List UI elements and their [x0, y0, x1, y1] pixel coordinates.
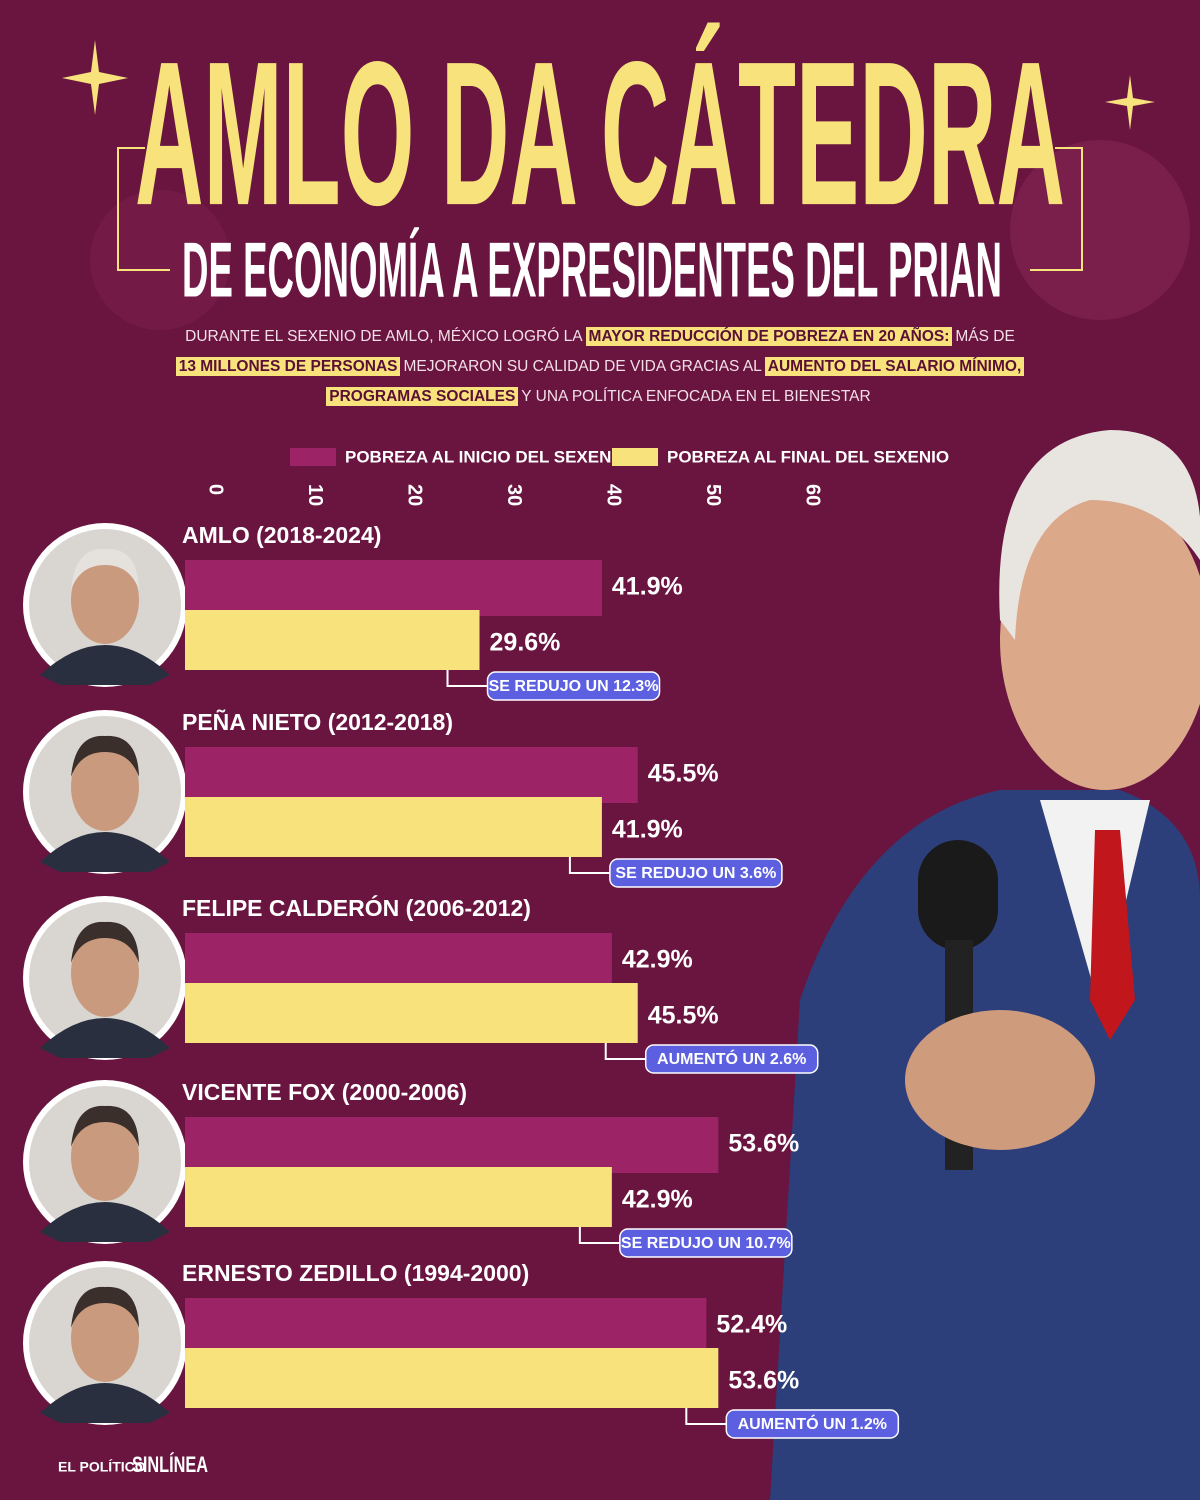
connector — [578, 1227, 620, 1244]
value-label: 45.5% — [648, 760, 719, 788]
portrait-body — [40, 645, 170, 685]
x-tick-label: 40 — [603, 484, 625, 506]
connector — [568, 857, 610, 874]
bg-decor — [1010, 140, 1190, 320]
value-label: 42.9% — [622, 946, 693, 974]
star — [62, 40, 1155, 130]
highlight-text: 13 MILLONES DE PERSONAS — [175, 357, 401, 376]
value-label: 53.6% — [728, 1130, 799, 1158]
value-label: 29.6% — [490, 629, 561, 657]
annotation: SE REDUJO UN 12.3% — [489, 678, 659, 695]
bar — [185, 747, 638, 803]
category-label: VICENTE FOX (2000-2006) — [182, 1079, 467, 1105]
description-line: PROGRAMAS SOCIALES Y UNA POLÍTICA ENFOCAD… — [100, 382, 1100, 412]
portrait-face — [71, 556, 139, 644]
subtitle: DE ECONOMÍA A EXPRESIDENTES DEL PRIAN — [182, 226, 1002, 314]
portrait-body — [40, 1018, 170, 1058]
highlight-text: PROGRAMAS SOCIALES — [326, 387, 519, 406]
annotation-pill — [619, 1228, 793, 1258]
bar — [185, 933, 612, 989]
text: DURANTE EL SEXENIO DE AMLO, MÉXICO LOGRÓ… — [185, 328, 583, 345]
x-tick-label: 10 — [304, 484, 326, 506]
bar — [185, 610, 480, 670]
annotation: AUMENTÓ UN 2.6% — [657, 1049, 806, 1068]
bar — [185, 1167, 612, 1227]
bg-decor — [90, 190, 230, 330]
value-label: 45.5% — [648, 1002, 719, 1030]
x-tick-label: 50 — [702, 484, 724, 506]
text: MÁS DE — [955, 328, 1015, 345]
x-tick-label: 0 — [205, 484, 227, 495]
bar — [185, 983, 638, 1043]
description-line: 13 MILLONES DE PERSONAS MEJORARON SU CALI… — [100, 352, 1100, 382]
bar — [185, 1298, 707, 1354]
portrait-hair — [71, 921, 139, 963]
bar — [185, 1117, 719, 1173]
annotation: AUMENTÓ UN 1.2% — [738, 1414, 887, 1433]
portrait-face — [71, 929, 139, 1017]
connector — [604, 1043, 646, 1060]
x-tick-label: 60 — [802, 484, 824, 506]
bar — [185, 560, 602, 616]
annotation-pill — [486, 671, 661, 701]
annotation: SE REDUJO UN 3.6% — [615, 865, 776, 882]
highlight-text: MAYOR REDUCCIÓN DE POBREZA EN 20 AÑOS: — [585, 327, 953, 346]
value-label: 41.9% — [612, 816, 683, 844]
legend-label: POBREZA AL INICIO DEL SEXENIO — [345, 447, 629, 466]
portrait-hair — [71, 1286, 139, 1328]
x-tick-label: 20 — [404, 484, 426, 506]
portrait-hair — [71, 1105, 139, 1147]
portrait-hair — [71, 735, 139, 777]
category-label: AMLO (2018-2024) — [182, 522, 381, 548]
text: MEJORARON SU CALIDAD DE VIDA GRACIAS AL — [403, 358, 762, 375]
logo: SINLÍNEA — [132, 1452, 208, 1477]
portrait-face — [71, 1294, 139, 1382]
annotation: SE REDUJO UN 10.7% — [621, 1235, 791, 1252]
annotation-pill — [725, 1409, 900, 1439]
value-label: 53.6% — [728, 1367, 799, 1395]
portrait-hair — [71, 548, 139, 590]
legend-label: POBREZA AL FINAL DEL SEXENIO — [667, 447, 949, 466]
description: DURANTE EL SEXENIO DE AMLO, MÉXICO LOGRÓ… — [100, 322, 1100, 412]
bar — [185, 1348, 719, 1408]
legend-swatch — [290, 448, 336, 466]
bracket — [117, 147, 1083, 271]
connector — [446, 670, 488, 687]
annotation-pill — [644, 1044, 819, 1074]
portrait-face — [71, 1113, 139, 1201]
portrait-body — [40, 1202, 170, 1242]
title: AMLO DA CÁTEDRA — [135, 19, 1065, 248]
legend-swatch — [612, 448, 658, 466]
value-label: 52.4% — [716, 1311, 787, 1339]
category-label: PEÑA NIETO (2012-2018) — [182, 708, 453, 735]
text: Y UNA POLÍTICA ENFOCADA EN EL BIENESTAR — [521, 388, 871, 405]
category-label: FELIPE CALDERÓN (2006-2012) — [182, 894, 531, 921]
highlight-text: AUMENTO DEL SALARIO MÍNIMO, — [764, 357, 1025, 376]
value-label: 42.9% — [622, 1186, 693, 1214]
logo: EL POLÍTICO — [58, 1459, 146, 1475]
annotation-pill — [609, 858, 783, 888]
portrait-body — [40, 1383, 170, 1423]
category-label: ERNESTO ZEDILLO (1994-2000) — [182, 1260, 529, 1286]
description-line: DURANTE EL SEXENIO DE AMLO, MÉXICO LOGRÓ… — [100, 322, 1100, 352]
connector — [685, 1408, 727, 1425]
bar — [185, 797, 602, 857]
x-tick-label: 30 — [503, 484, 525, 506]
value-label: 41.9% — [612, 573, 683, 601]
portrait-face — [71, 743, 139, 831]
portrait — [770, 430, 1200, 1500]
portrait-body — [40, 832, 170, 872]
